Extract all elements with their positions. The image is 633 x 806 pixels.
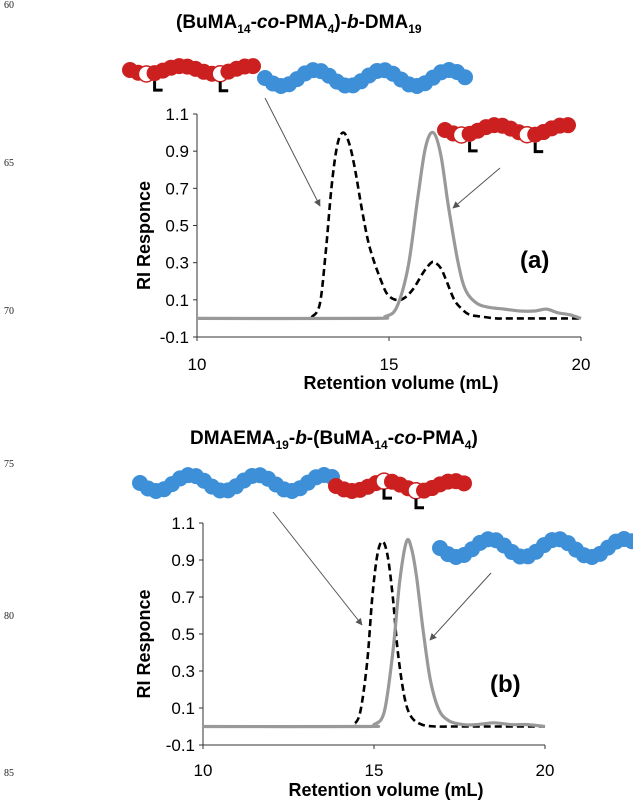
chart-panel-b: 1.1 0.9 0.7 0.5 0.3 0.1 -0.1 10 15 20 Retention vo…	[134, 514, 554, 800]
x-tick-label: 20	[536, 761, 555, 780]
annotation-arrow	[429, 572, 492, 641]
side-chain-hook	[153, 81, 163, 92]
dashed-series-line	[202, 540, 545, 728]
solid-series-line	[196, 130, 582, 321]
solid-series-line	[202, 537, 546, 729]
y-tick-label: 1.1	[165, 105, 189, 124]
line-number: 60	[4, 0, 14, 11]
side-chain-hook	[533, 142, 544, 154]
y-tick-label: 0.9	[171, 551, 195, 570]
block-copolymer-b-red	[328, 472, 472, 510]
chart-panel-a: 1.1 0.9 0.7 0.5 0.3 0.1 -0.1 10 15 20 Retention vo…	[134, 105, 590, 393]
line-number: 70	[4, 306, 14, 317]
annotation-arrow	[452, 167, 501, 209]
bead	[624, 533, 633, 550]
x-axis-label: Retention volume (mL)	[288, 780, 483, 800]
x-tick-label: 15	[365, 761, 384, 780]
x-tick-label: 20	[572, 355, 591, 374]
y-tick-label: 0.9	[165, 142, 189, 161]
x-tick-label: 15	[380, 355, 399, 374]
y-axis-label: RI Responce	[134, 589, 154, 698]
x-axis-label: Retention volume (mL)	[303, 373, 498, 393]
copolymer-chain-a	[437, 117, 576, 154]
polymer-chain-icons	[122, 58, 633, 565]
bead	[560, 117, 576, 134]
side-chain-hook	[218, 81, 229, 93]
panel-label: (b)	[490, 671, 521, 698]
x-tick-label: 10	[188, 355, 207, 374]
y-axis-label: RI Responce	[134, 181, 154, 290]
y-tick-label: 0.7	[165, 179, 189, 198]
homopolymer-dma-b	[432, 531, 633, 565]
chart-title-a: (BuMA14-co-PMA4)-b-DMA19	[176, 12, 422, 36]
bead	[457, 69, 473, 86]
y-tick-label: 0.1	[171, 699, 195, 718]
block-copolymer-a-red	[122, 58, 261, 93]
x-tick-label: 10	[194, 761, 213, 780]
y-tick-label: 0.5	[165, 217, 189, 236]
bead	[456, 475, 472, 492]
y-tick-label: 1.1	[171, 514, 195, 533]
line-number: 75	[4, 459, 14, 470]
y-tick-label: 0.5	[171, 625, 195, 644]
bead	[245, 58, 261, 75]
y-tick-label: -0.1	[166, 736, 195, 755]
side-chain-hook	[414, 498, 424, 510]
block-copolymer-a-blue	[257, 62, 473, 94]
y-tick-label: -0.1	[160, 328, 189, 347]
dashed-series-line	[196, 131, 581, 320]
y-tick-label: 0.3	[165, 254, 189, 273]
y-tick-label: 0.1	[165, 291, 189, 310]
line-number: 85	[4, 768, 14, 779]
annotation-arrows	[264, 97, 501, 641]
y-tick-label: 0.3	[171, 662, 195, 681]
y-tick-label: 0.7	[171, 588, 195, 607]
annotation-arrow	[272, 511, 363, 626]
side-chain-hook	[468, 141, 478, 153]
chart-title-b: DMAEMA19-b-(BuMA14-co-PMA4)	[190, 428, 478, 452]
annotation-arrow	[264, 97, 321, 207]
panel-label: (a)	[520, 247, 549, 274]
line-number: 65	[4, 158, 14, 169]
side-chain-hook	[382, 489, 392, 500]
block-copolymer-b-blue	[132, 467, 340, 499]
line-number: 80	[4, 611, 14, 622]
